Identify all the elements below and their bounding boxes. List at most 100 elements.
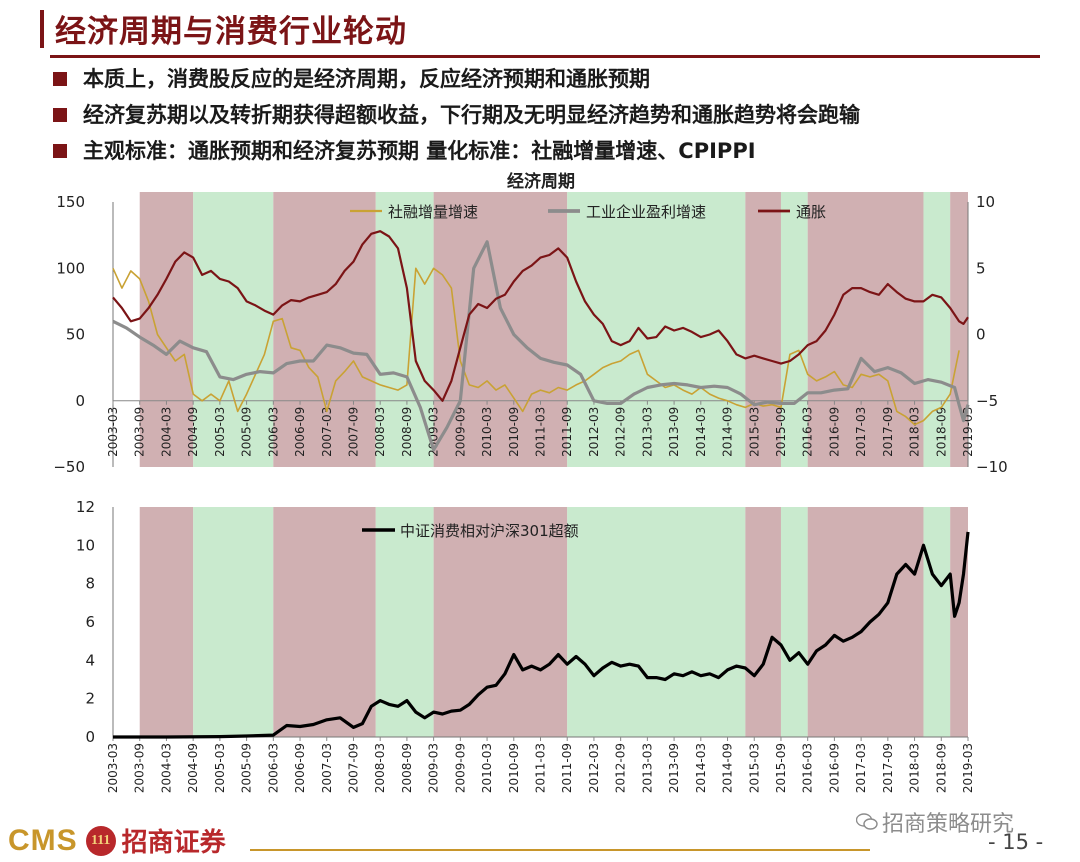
x-tick-label: 2018-03 <box>908 743 922 793</box>
period-band-up <box>923 507 951 737</box>
x-tick-label: 2013-09 <box>667 743 681 793</box>
y-right-tick-label: 0 <box>976 326 986 344</box>
x-tick-label: 2016-09 <box>827 743 841 793</box>
x-tick-label: 2004-03 <box>159 743 173 793</box>
period-band-down <box>273 507 376 737</box>
x-tick-label: 2018-09 <box>934 407 948 457</box>
x-tick-label: 2005-03 <box>213 407 227 457</box>
x-tick-label: 2019-03 <box>961 743 975 793</box>
x-tick-label: 2003-09 <box>133 407 147 457</box>
bullet-item: 经济复苏期以及转折期获得超额收益，下行期及无明显经济趋势和通胀趋势将会跑输 <box>50 98 1080 134</box>
bullet-square-icon <box>53 144 67 158</box>
y-tick-label: 10 <box>76 536 95 554</box>
y-tick-label: 0 <box>85 728 95 746</box>
x-tick-label: 2009-03 <box>427 743 441 793</box>
x-tick-label: 2010-03 <box>480 407 494 457</box>
x-tick-label: 2018-03 <box>908 407 922 457</box>
x-tick-label: 2008-03 <box>373 407 387 457</box>
x-tick-label: 2006-03 <box>266 743 280 793</box>
y-left-tick-label: 50 <box>66 326 85 344</box>
y-left-tick-label: 0 <box>75 392 85 410</box>
period-band-up <box>780 507 808 737</box>
x-tick-label: 2006-09 <box>293 407 307 457</box>
period-band-up <box>193 192 274 467</box>
y-right-tick-label: 5 <box>976 259 986 277</box>
bullet-item: 主观标准：通胀预期和经济复苏预期 量化标准：社融增量增速、CPIPPI <box>50 134 1080 170</box>
y-right-tick-label: −5 <box>976 392 998 410</box>
period-band-down <box>433 507 568 737</box>
wechat-icon <box>856 813 878 830</box>
x-tick-label: 2016-09 <box>827 407 841 457</box>
x-tick-label: 2014-03 <box>694 407 708 457</box>
page-number: - 15 - <box>988 830 1044 854</box>
period-band-up <box>780 192 808 467</box>
period-band-up <box>567 192 746 467</box>
series-line <box>112 267 960 426</box>
x-tick-label: 2014-09 <box>721 407 735 457</box>
wechat-watermark: 招商策略研究 <box>856 806 1014 838</box>
x-tick-label: 2014-03 <box>694 743 708 793</box>
y-left-tick-label: 150 <box>56 193 85 211</box>
y-tick-label: 4 <box>85 651 95 669</box>
x-tick-label: 2010-09 <box>507 743 521 793</box>
bullet-square-icon <box>53 72 67 86</box>
y-tick-label: 2 <box>85 690 95 708</box>
period-band-up <box>375 507 434 737</box>
x-tick-label: 2017-09 <box>881 407 895 457</box>
x-tick-label: 2012-09 <box>614 407 628 457</box>
chart-title: 经济周期 <box>507 171 575 192</box>
bullet-item: 本质上，消费股反应的是经济周期，反应经济预期和通胀预期 <box>50 62 1080 98</box>
x-tick-label: 2011-03 <box>534 407 548 457</box>
legend-label: 社融增量增速 <box>388 203 478 221</box>
x-tick-label: 2012-03 <box>587 407 601 457</box>
x-tick-label: 2011-03 <box>534 743 548 793</box>
legend-label: 中证消费相对沪深301超额 <box>400 522 579 540</box>
period-band-down <box>745 507 781 737</box>
x-tick-label: 2008-03 <box>373 743 387 793</box>
period-band-down <box>273 192 376 467</box>
bullet-text: 主观标准：通胀预期和经济复苏预期 量化标准：社融增量增速、CPIPPI <box>83 139 756 163</box>
x-tick-label: 2008-09 <box>400 743 414 793</box>
x-tick-label: 2004-09 <box>186 407 200 457</box>
x-tick-label: 2010-03 <box>480 743 494 793</box>
x-tick-label: 2017-09 <box>881 743 895 793</box>
period-band-down <box>139 192 194 467</box>
footer-rule <box>250 849 870 851</box>
x-tick-label: 2005-09 <box>240 407 254 457</box>
x-tick-label: 2014-09 <box>721 743 735 793</box>
x-tick-label: 2012-09 <box>614 743 628 793</box>
logo-emblem-icon: 111 <box>85 825 116 856</box>
x-tick-label: 2015-09 <box>774 743 788 793</box>
x-tick-label: 2007-09 <box>346 743 360 793</box>
bullet-text: 本质上，消费股反应的是经济周期，反应经济预期和通胀预期 <box>83 67 650 91</box>
period-band-down <box>950 192 968 467</box>
y-tick-label: 8 <box>85 575 95 593</box>
x-tick-label: 2005-09 <box>240 743 254 793</box>
x-tick-label: 2017-03 <box>854 407 868 457</box>
period-band-up <box>567 507 746 737</box>
legend-label: 通胀 <box>796 203 826 221</box>
period-band-up <box>923 192 951 467</box>
x-tick-label: 2013-03 <box>640 407 654 457</box>
x-tick-label: 2003-09 <box>133 743 147 793</box>
logo-cms-text: CMS <box>8 823 78 857</box>
x-tick-label: 2018-09 <box>934 743 948 793</box>
title-accent-bar <box>40 10 44 48</box>
period-band-down <box>139 507 194 737</box>
x-tick-label: 2016-03 <box>801 407 815 457</box>
x-tick-label: 2003-03 <box>106 743 120 793</box>
period-band-up <box>193 507 274 737</box>
legend-label: 工业企业盈利增速 <box>586 203 706 221</box>
x-tick-label: 2015-03 <box>747 407 761 457</box>
bullet-text: 经济复苏期以及转折期获得超额收益，下行期及无明显经济趋势和通胀趋势将会跑输 <box>83 103 860 127</box>
x-tick-label: 2015-09 <box>774 407 788 457</box>
x-tick-label: 2004-03 <box>159 407 173 457</box>
x-tick-label: 2012-03 <box>587 743 601 793</box>
x-tick-label: 2009-09 <box>453 407 467 457</box>
x-tick-label: 2006-09 <box>293 743 307 793</box>
x-tick-label: 2007-09 <box>346 407 360 457</box>
bullet-square-icon <box>53 108 67 122</box>
x-tick-label: 2003-03 <box>106 407 120 457</box>
x-tick-label: 2015-03 <box>747 743 761 793</box>
